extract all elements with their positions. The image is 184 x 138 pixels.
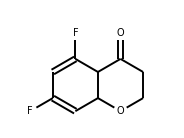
Text: F: F xyxy=(27,106,33,116)
Text: O: O xyxy=(117,28,124,38)
Text: F: F xyxy=(72,28,78,38)
Text: O: O xyxy=(117,106,124,116)
